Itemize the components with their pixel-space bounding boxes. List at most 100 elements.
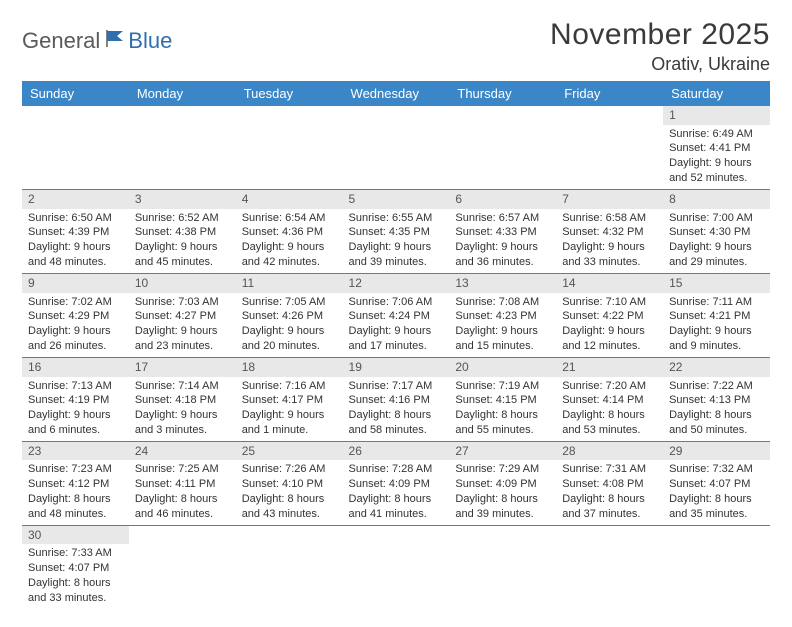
day-detail: Sunrise: 7:22 AMSunset: 4:13 PMDaylight:… xyxy=(663,377,770,441)
calendar-day-cell: 10Sunrise: 7:03 AMSunset: 4:27 PMDayligh… xyxy=(129,273,236,357)
calendar-day-cell: 23Sunrise: 7:23 AMSunset: 4:12 PMDayligh… xyxy=(22,441,129,525)
daylight-text: Daylight: 9 hours and 29 minutes. xyxy=(669,240,764,270)
day-number: 5 xyxy=(343,190,450,209)
weekday-header: Monday xyxy=(129,81,236,106)
sunset-text: Sunset: 4:38 PM xyxy=(135,225,230,240)
daylight-text: Daylight: 9 hours and 1 minute. xyxy=(242,408,337,438)
sunrise-text: Sunrise: 7:08 AM xyxy=(455,295,550,310)
daylight-text: Daylight: 9 hours and 33 minutes. xyxy=(562,240,657,270)
calendar-day-cell: 25Sunrise: 7:26 AMSunset: 4:10 PMDayligh… xyxy=(236,441,343,525)
day-detail: Sunrise: 7:05 AMSunset: 4:26 PMDaylight:… xyxy=(236,293,343,357)
daylight-text: Daylight: 9 hours and 20 minutes. xyxy=(242,324,337,354)
daylight-text: Daylight: 8 hours and 53 minutes. xyxy=(562,408,657,438)
day-detail: Sunrise: 7:32 AMSunset: 4:07 PMDaylight:… xyxy=(663,460,770,524)
daylight-text: Daylight: 9 hours and 48 minutes. xyxy=(28,240,123,270)
sunrise-text: Sunrise: 7:05 AM xyxy=(242,295,337,310)
sunrise-text: Sunrise: 6:50 AM xyxy=(28,211,123,226)
calendar-day-cell: 27Sunrise: 7:29 AMSunset: 4:09 PMDayligh… xyxy=(449,441,556,525)
sunrise-text: Sunrise: 7:02 AM xyxy=(28,295,123,310)
day-detail: Sunrise: 7:08 AMSunset: 4:23 PMDaylight:… xyxy=(449,293,556,357)
month-title: November 2025 xyxy=(550,18,770,52)
sunrise-text: Sunrise: 7:31 AM xyxy=(562,462,657,477)
calendar-table: Sunday Monday Tuesday Wednesday Thursday… xyxy=(22,81,770,609)
weekday-header: Wednesday xyxy=(343,81,450,106)
sunset-text: Sunset: 4:29 PM xyxy=(28,309,123,324)
sunset-text: Sunset: 4:09 PM xyxy=(455,477,550,492)
day-detail: Sunrise: 7:19 AMSunset: 4:15 PMDaylight:… xyxy=(449,377,556,441)
day-number: 19 xyxy=(343,358,450,377)
sunrise-text: Sunrise: 7:17 AM xyxy=(349,379,444,394)
sunrise-text: Sunrise: 6:55 AM xyxy=(349,211,444,226)
sunset-text: Sunset: 4:10 PM xyxy=(242,477,337,492)
weekday-header: Tuesday xyxy=(236,81,343,106)
sunrise-text: Sunrise: 6:54 AM xyxy=(242,211,337,226)
calendar-week-row: 1Sunrise: 6:49 AMSunset: 4:41 PMDaylight… xyxy=(22,106,770,189)
sunrise-text: Sunrise: 7:23 AM xyxy=(28,462,123,477)
daylight-text: Daylight: 8 hours and 37 minutes. xyxy=(562,492,657,522)
daylight-text: Daylight: 9 hours and 39 minutes. xyxy=(349,240,444,270)
sunset-text: Sunset: 4:09 PM xyxy=(349,477,444,492)
sunrise-text: Sunrise: 7:33 AM xyxy=(28,546,123,561)
sunrise-text: Sunrise: 6:58 AM xyxy=(562,211,657,226)
title-block: November 2025 Orativ, Ukraine xyxy=(550,18,770,75)
sunset-text: Sunset: 4:19 PM xyxy=(28,393,123,408)
day-number: 11 xyxy=(236,274,343,293)
calendar-day-cell xyxy=(449,525,556,608)
sunrise-text: Sunrise: 7:28 AM xyxy=(349,462,444,477)
calendar-day-cell xyxy=(236,525,343,608)
calendar-day-cell: 14Sunrise: 7:10 AMSunset: 4:22 PMDayligh… xyxy=(556,273,663,357)
calendar-day-cell xyxy=(663,525,770,608)
sunset-text: Sunset: 4:15 PM xyxy=(455,393,550,408)
day-number: 14 xyxy=(556,274,663,293)
daylight-text: Daylight: 8 hours and 50 minutes. xyxy=(669,408,764,438)
calendar-day-cell: 22Sunrise: 7:22 AMSunset: 4:13 PMDayligh… xyxy=(663,357,770,441)
sunrise-text: Sunrise: 6:52 AM xyxy=(135,211,230,226)
day-detail: Sunrise: 6:58 AMSunset: 4:32 PMDaylight:… xyxy=(556,209,663,273)
calendar-day-cell: 11Sunrise: 7:05 AMSunset: 4:26 PMDayligh… xyxy=(236,273,343,357)
logo-text-blue: Blue xyxy=(128,28,172,54)
sunrise-text: Sunrise: 7:10 AM xyxy=(562,295,657,310)
day-number: 12 xyxy=(343,274,450,293)
day-number: 20 xyxy=(449,358,556,377)
sunrise-text: Sunrise: 7:29 AM xyxy=(455,462,550,477)
location: Orativ, Ukraine xyxy=(550,54,770,75)
sunrise-text: Sunrise: 6:49 AM xyxy=(669,127,764,142)
calendar-week-row: 30Sunrise: 7:33 AMSunset: 4:07 PMDayligh… xyxy=(22,525,770,608)
day-number: 23 xyxy=(22,442,129,461)
day-detail: Sunrise: 7:03 AMSunset: 4:27 PMDaylight:… xyxy=(129,293,236,357)
sunset-text: Sunset: 4:33 PM xyxy=(455,225,550,240)
sunset-text: Sunset: 4:11 PM xyxy=(135,477,230,492)
logo-text-general: General xyxy=(22,28,100,54)
weekday-header: Thursday xyxy=(449,81,556,106)
day-number: 13 xyxy=(449,274,556,293)
daylight-text: Daylight: 9 hours and 3 minutes. xyxy=(135,408,230,438)
calendar-day-cell: 15Sunrise: 7:11 AMSunset: 4:21 PMDayligh… xyxy=(663,273,770,357)
sunset-text: Sunset: 4:26 PM xyxy=(242,309,337,324)
day-number: 17 xyxy=(129,358,236,377)
calendar-day-cell: 7Sunrise: 6:58 AMSunset: 4:32 PMDaylight… xyxy=(556,189,663,273)
daylight-text: Daylight: 8 hours and 58 minutes. xyxy=(349,408,444,438)
day-detail: Sunrise: 7:20 AMSunset: 4:14 PMDaylight:… xyxy=(556,377,663,441)
sunset-text: Sunset: 4:16 PM xyxy=(349,393,444,408)
sunset-text: Sunset: 4:36 PM xyxy=(242,225,337,240)
day-detail: Sunrise: 7:25 AMSunset: 4:11 PMDaylight:… xyxy=(129,460,236,524)
daylight-text: Daylight: 8 hours and 55 minutes. xyxy=(455,408,550,438)
sunset-text: Sunset: 4:17 PM xyxy=(242,393,337,408)
sunrise-text: Sunrise: 7:03 AM xyxy=(135,295,230,310)
day-detail: Sunrise: 7:16 AMSunset: 4:17 PMDaylight:… xyxy=(236,377,343,441)
sunset-text: Sunset: 4:18 PM xyxy=(135,393,230,408)
calendar-week-row: 16Sunrise: 7:13 AMSunset: 4:19 PMDayligh… xyxy=(22,357,770,441)
daylight-text: Daylight: 9 hours and 36 minutes. xyxy=(455,240,550,270)
calendar-day-cell xyxy=(129,525,236,608)
day-detail: Sunrise: 7:02 AMSunset: 4:29 PMDaylight:… xyxy=(22,293,129,357)
calendar-day-cell: 9Sunrise: 7:02 AMSunset: 4:29 PMDaylight… xyxy=(22,273,129,357)
calendar-day-cell xyxy=(556,106,663,189)
daylight-text: Daylight: 9 hours and 23 minutes. xyxy=(135,324,230,354)
sunset-text: Sunset: 4:13 PM xyxy=(669,393,764,408)
daylight-text: Daylight: 9 hours and 52 minutes. xyxy=(669,156,764,186)
sunrise-text: Sunrise: 7:25 AM xyxy=(135,462,230,477)
sunrise-text: Sunrise: 7:19 AM xyxy=(455,379,550,394)
day-number: 18 xyxy=(236,358,343,377)
day-number: 22 xyxy=(663,358,770,377)
day-detail: Sunrise: 7:33 AMSunset: 4:07 PMDaylight:… xyxy=(22,544,129,608)
